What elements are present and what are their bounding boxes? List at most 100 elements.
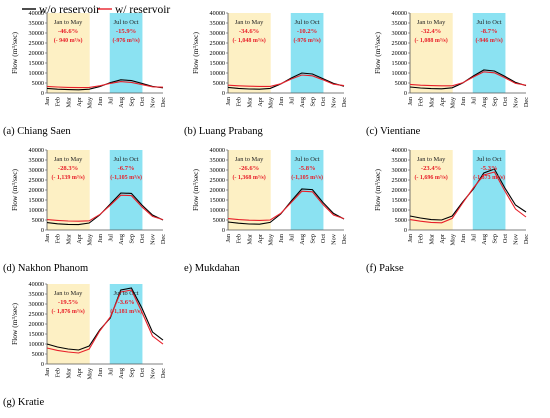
y-tick-label: 30000 (29, 301, 44, 308)
x-tick-label: Aug (299, 233, 306, 245)
x-tick-label: Dec (160, 234, 167, 244)
x-tick-label: Feb (55, 97, 62, 106)
y-tick-label: 25000 (392, 177, 407, 184)
dry-season-band (410, 13, 453, 93)
annotation-absolute: (-1,105 m³/s) (110, 174, 142, 181)
x-tick-label: Feb (236, 97, 243, 106)
y-tick-label: 40000 (29, 281, 44, 288)
annotation-percent: -23.4% (421, 165, 441, 172)
x-tick-label: Dec (341, 97, 348, 107)
y-tick-label: 15000 (392, 60, 407, 67)
series-line-with-reservoir (409, 171, 527, 224)
x-tick-label: Jul (288, 97, 295, 105)
annotation-period: Jul to Oct (114, 19, 139, 26)
x-tick-label: Jun (97, 96, 104, 106)
y-tick-label: 40000 (392, 10, 407, 17)
dry-season-band (410, 150, 453, 230)
x-tick-label: Aug (118, 367, 125, 379)
annotation-period: Jan to May (417, 19, 446, 26)
y-tick-label: 25000 (392, 40, 407, 47)
panel-caption: (c) Vientiane (366, 126, 421, 137)
y-tick-label: 20000 (29, 321, 44, 328)
panel-caption: e) Mukdahan (184, 263, 240, 274)
y-tick-label: 30000 (29, 167, 44, 174)
y-tick-label: 35000 (210, 20, 225, 27)
x-tick-label: Mar (65, 367, 72, 378)
chart-panel-3: 0 5000 10000 15000 20000 25000 30000 35000 40000… (366, 10, 530, 137)
x-tick-label: Aug (481, 96, 488, 108)
x-tick-label: Aug (481, 233, 488, 245)
x-tick-label: Nov (331, 233, 338, 245)
y-tick-label: 15000 (29, 331, 44, 338)
y-tick-label: 15000 (29, 197, 44, 204)
chart-panel-7: 0 5000 10000 15000 20000 25000 30000 35000 40000… (3, 281, 167, 408)
x-tick-label: Jan (225, 233, 232, 242)
x-tick-label: Sep (129, 368, 136, 377)
x-tick-label: Jul (107, 234, 114, 242)
series-line-with-reservoir (46, 289, 164, 354)
y-tick-label: 20000 (210, 50, 225, 57)
x-tick-label: Apr (439, 233, 446, 244)
y-tick-label: 15000 (210, 60, 225, 67)
x-tick-label: May (86, 367, 93, 379)
annotation-percent: -19.5% (58, 299, 78, 306)
x-tick-label: Apr (257, 233, 264, 244)
x-tick-label: Jun (460, 96, 467, 106)
y-axis-label: Flow (m³/sec) (10, 31, 19, 74)
x-tick-label: Feb (236, 234, 243, 243)
annotation-percent: -6.7% (118, 165, 135, 172)
y-tick-label: 15000 (392, 197, 407, 204)
y-tick-label: 35000 (29, 20, 44, 27)
y-tick-label: 5000 (213, 217, 225, 224)
x-tick-label: Dec (341, 234, 348, 244)
y-axis-label: Flow (m³/sec) (10, 302, 19, 345)
x-tick-label: Dec (160, 368, 167, 378)
x-tick-label: Jun (460, 233, 467, 243)
y-tick-label: 20000 (392, 187, 407, 194)
wet-season-band (472, 13, 506, 93)
x-tick-label: Sep (129, 97, 136, 106)
y-axis-label: Flow (m³/sec) (373, 168, 382, 211)
x-tick-label: Mar (428, 96, 435, 107)
x-tick-label: Mar (65, 96, 72, 107)
x-tick-label: Oct (139, 234, 146, 243)
y-tick-label: 25000 (210, 177, 225, 184)
y-tick-label: 25000 (29, 177, 44, 184)
y-tick-label: 10000 (29, 341, 44, 348)
x-tick-label: Dec (523, 97, 530, 107)
y-tick-label: 5000 (395, 217, 407, 224)
series-line-with-reservoir (46, 194, 164, 222)
annotation-percent: -46.6% (58, 28, 78, 35)
y-tick-label: 10000 (210, 207, 225, 214)
x-tick-label: Oct (139, 97, 146, 106)
dry-season-band (228, 150, 271, 230)
wet-season-band (290, 13, 324, 93)
y-tick-label: 40000 (210, 10, 225, 17)
y-axis-label: Flow (m³/sec) (191, 168, 200, 211)
panel-caption: (g) Kratie (3, 397, 44, 408)
series-line-with-reservoir (227, 190, 345, 221)
x-tick-label: Jan (44, 367, 51, 376)
y-tick-label: 0 (41, 361, 44, 368)
y-tick-label: 10000 (210, 70, 225, 77)
x-tick-label: Jan (44, 96, 51, 105)
y-tick-label: 15000 (210, 197, 225, 204)
y-tick-label: 20000 (392, 50, 407, 57)
annotation-percent: -3.6% (118, 299, 135, 306)
y-tick-label: 40000 (210, 147, 225, 154)
chart-panel-2: 0 5000 10000 15000 20000 25000 30000 35000 40000… (184, 10, 348, 137)
annotation-absolute: (- 1,048 m³/s) (232, 37, 265, 44)
x-tick-label: Feb (418, 97, 425, 106)
dry-season-band (47, 13, 90, 93)
annotation-absolute: (-976 m³/s) (112, 37, 139, 44)
y-tick-label: 10000 (392, 70, 407, 77)
x-tick-label: Sep (129, 234, 136, 243)
y-tick-label: 25000 (29, 40, 44, 47)
annotation-percent: -28.3% (58, 165, 78, 172)
y-tick-label: 40000 (392, 147, 407, 154)
x-tick-label: Sep (310, 234, 317, 243)
y-tick-label: 5000 (32, 80, 44, 87)
x-tick-label: Jan (407, 233, 414, 242)
y-tick-label: 20000 (29, 50, 44, 57)
